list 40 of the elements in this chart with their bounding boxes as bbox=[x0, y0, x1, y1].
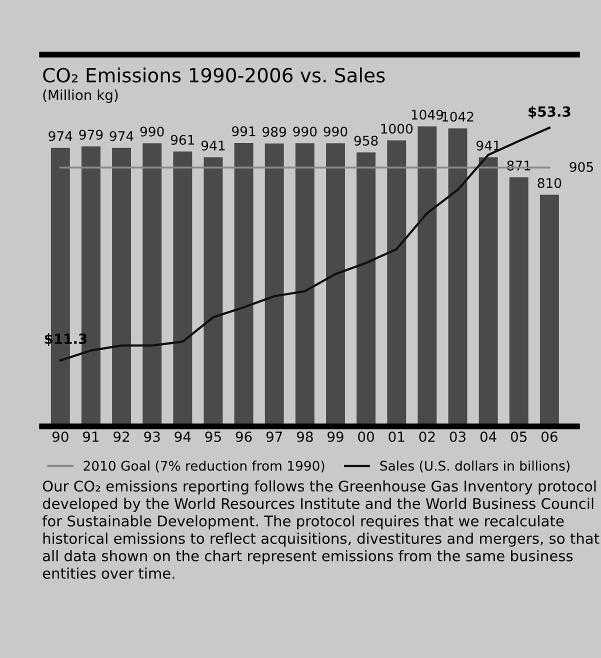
data-label: 958 bbox=[354, 136, 378, 146]
x-tick-label: 00 bbox=[358, 431, 374, 442]
text: CO₂ Emissions 1990-2006 vs. Sales bbox=[43, 67, 385, 83]
data-label: 961 bbox=[170, 134, 194, 145]
x-tick-label: 06 bbox=[542, 431, 558, 442]
data-label: 989 bbox=[262, 126, 286, 137]
data-label: 990 bbox=[140, 126, 164, 137]
x-tick-label: 91 bbox=[83, 431, 99, 442]
data-label: 979 bbox=[79, 130, 103, 140]
data-label: 1000 bbox=[381, 124, 413, 134]
x-tick-label: 90 bbox=[52, 431, 68, 442]
x-tick-label: 94 bbox=[174, 431, 191, 442]
x-tick-label: 99 bbox=[328, 431, 344, 442]
data-label: 810 bbox=[538, 178, 562, 188]
data-label: 990 bbox=[293, 126, 317, 137]
x-tick-label: 96 bbox=[236, 431, 252, 442]
data-label: 941 bbox=[201, 140, 225, 151]
x-tick-label: 95 bbox=[205, 431, 221, 442]
x-tick-label: 98 bbox=[296, 431, 313, 442]
text: Our CO₂ emissions reporting follows the Greenhouse Gas Inventory protocol developed by the World Resources Institute and the World Business Council for Sustainable Development. The protocol requires that we recalculate historical emissions to reflect acquisitions, divestitures and mergers, so that all data shown on the chart represent emissions from the same business entities over time. bbox=[42, 480, 600, 579]
x-tick-label: 97 bbox=[266, 431, 282, 442]
x-tick-label: 01 bbox=[388, 431, 404, 442]
x-tick-label: 04 bbox=[480, 431, 496, 442]
x-tick-label: 92 bbox=[114, 431, 129, 442]
text: (Million kg) bbox=[43, 89, 118, 103]
legend-label: Sales (U.S. dollars in billions) bbox=[380, 460, 570, 472]
data-label: 905 bbox=[570, 162, 593, 172]
data-label: $53.3 bbox=[528, 106, 570, 119]
x-tick-label: 02 bbox=[419, 431, 435, 442]
data-label: 974 bbox=[48, 131, 72, 142]
data-label: 1049 bbox=[412, 110, 444, 120]
x-tick-label: 93 bbox=[144, 431, 160, 442]
data-label: 991 bbox=[232, 126, 256, 136]
data-label: 974 bbox=[110, 131, 134, 142]
legend-label: 2010 Goal (7% reduction from 1990) bbox=[84, 460, 324, 472]
x-tick-label: 05 bbox=[510, 431, 527, 442]
data-label: 1042 bbox=[442, 112, 474, 122]
data-label: 941 bbox=[476, 140, 500, 151]
data-label: 990 bbox=[324, 126, 348, 137]
x-tick-label: 03 bbox=[450, 431, 466, 442]
